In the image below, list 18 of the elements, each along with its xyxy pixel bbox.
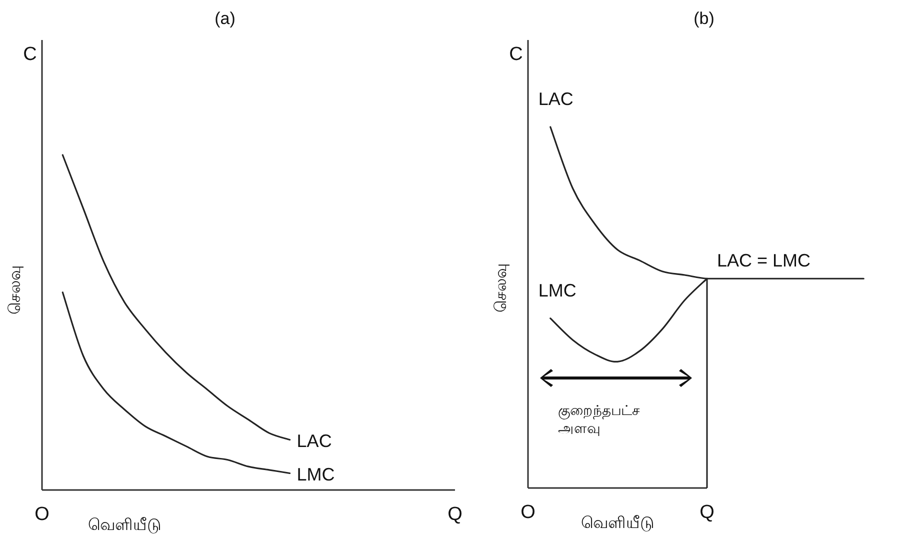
x-tick-label: Q bbox=[700, 502, 714, 523]
x-axis-title: வெளியீடு bbox=[581, 515, 654, 532]
y-axis-title: செலவு bbox=[493, 264, 510, 312]
x-tick-label: Q bbox=[448, 504, 462, 525]
chart-title: (a) bbox=[214, 9, 236, 28]
series-label: LAC bbox=[296, 430, 332, 451]
annotation: LAC = LMC bbox=[717, 250, 811, 271]
x-tick-label: O bbox=[520, 502, 536, 523]
y-axis-title: செலவு bbox=[7, 266, 24, 314]
x-tick-label: O bbox=[34, 504, 50, 525]
chart-title: (b) bbox=[694, 9, 714, 28]
series-label: LMC bbox=[296, 464, 335, 484]
text: C bbox=[509, 44, 523, 65]
series-label: LMC bbox=[538, 280, 576, 300]
x-axis-title: வெளியீடு bbox=[88, 517, 162, 534]
series-label: LAC bbox=[538, 89, 574, 109]
text: C bbox=[23, 44, 37, 65]
annotation: குறைந்தபட்ச அளவு bbox=[558, 402, 640, 436]
